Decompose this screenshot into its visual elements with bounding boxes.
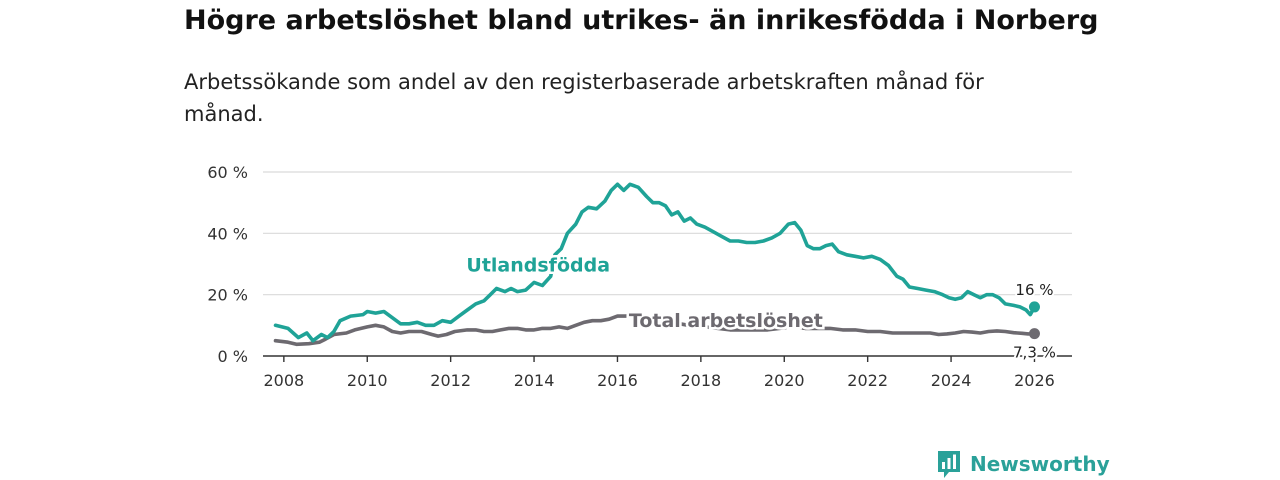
series-end-dot-utlandsfodda [1028, 301, 1040, 313]
chart-subtitle: Arbetssökande som andel av den registerb… [184, 70, 984, 126]
x-tick-label: 2016 [597, 371, 638, 390]
newsworthy-logo-icon [938, 451, 960, 478]
x-tick-label: 2012 [430, 371, 471, 390]
chart-title: Högre arbetslöshet bland utrikes- än inr… [184, 5, 1099, 36]
x-axis-ticks: 2008 2010 2012 2014 2016 2018 2020 2022 2024 2026 [263, 355, 1072, 390]
y-tick-label: 0 % [218, 347, 248, 366]
x-tick-label: 2022 [847, 371, 888, 390]
x-tick-label: 2024 [931, 371, 972, 390]
series-line-total [273, 312, 1037, 347]
x-tick-label: 2008 [263, 371, 304, 390]
gridlines [263, 171, 1072, 296]
x-tick-label: 2010 [347, 371, 388, 390]
series-end-label: 16 % [1015, 281, 1053, 299]
x-tick-label: 2020 [764, 371, 805, 390]
y-tick-label: 40 % [207, 224, 248, 243]
series-end-label: 7,3 % [1013, 344, 1056, 362]
x-tick-label: 2018 [681, 371, 722, 390]
brand-name: Newsworthy [970, 452, 1110, 476]
newsworthy-brand: Newsworthy [936, 448, 1110, 480]
y-axis-ticks: 0 % 20 % 40 % 60 % [207, 163, 248, 366]
y-tick-label: 20 % [207, 286, 248, 305]
series-labels: 16 % 7,3 % Utlandsfödda Total arbetslöshet [464, 252, 1058, 363]
series-end-dot-total [1028, 328, 1040, 340]
series-name-label: Total arbetslöshet [629, 310, 823, 332]
x-tick-label: 2026 [1014, 371, 1055, 390]
series-lines [273, 182, 1040, 347]
x-tick-label: 2014 [514, 371, 555, 390]
series-name-label: Utlandsfödda [466, 255, 610, 277]
y-tick-label: 60 % [207, 163, 248, 182]
series-line-utlandsfodda [273, 182, 1037, 343]
